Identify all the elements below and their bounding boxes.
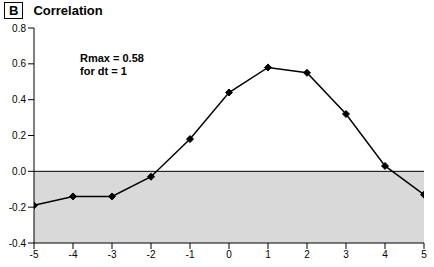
svg-text:0: 0 bbox=[226, 249, 232, 260]
svg-text:5: 5 bbox=[421, 249, 426, 260]
svg-text:0.2: 0.2 bbox=[12, 130, 26, 141]
svg-text:-4: -4 bbox=[69, 249, 78, 260]
svg-text:1: 1 bbox=[265, 249, 271, 260]
svg-text:-2: -2 bbox=[147, 249, 156, 260]
svg-text:2: 2 bbox=[304, 249, 310, 260]
html-text:B: B bbox=[9, 3, 19, 18]
html-text:Correlation: Correlation bbox=[33, 3, 103, 18]
svg-text:-0.4: -0.4 bbox=[9, 238, 27, 249]
svg-text:0.6: 0.6 bbox=[12, 58, 26, 69]
svg-text:3: 3 bbox=[343, 249, 349, 260]
svg-text:-3: -3 bbox=[108, 249, 117, 260]
svg-text:0.4: 0.4 bbox=[12, 94, 26, 105]
svg-text:-5: -5 bbox=[30, 249, 39, 260]
svg-text:0.0: 0.0 bbox=[12, 166, 26, 177]
svg-text:4: 4 bbox=[382, 249, 388, 260]
svg-text:-0.2: -0.2 bbox=[9, 202, 27, 213]
svg-text:-1: -1 bbox=[186, 249, 195, 260]
html-text:for dt = 1: for dt = 1 bbox=[80, 65, 127, 77]
html-text:Rmax = 0.58: Rmax = 0.58 bbox=[80, 52, 144, 64]
svg-text:0.8: 0.8 bbox=[12, 23, 26, 34]
